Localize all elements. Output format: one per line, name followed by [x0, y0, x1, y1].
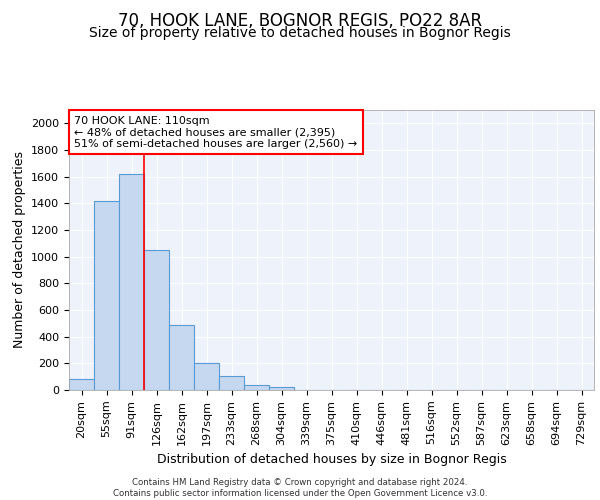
Bar	[194, 364, 219, 390]
Bar	[69, 380, 94, 390]
Bar	[244, 386, 269, 390]
Bar	[219, 376, 244, 390]
Y-axis label: Number of detached properties: Number of detached properties	[13, 152, 26, 348]
Text: Size of property relative to detached houses in Bognor Regis: Size of property relative to detached ho…	[89, 26, 511, 40]
Bar	[94, 200, 119, 390]
Text: 70 HOOK LANE: 110sqm
← 48% of detached houses are smaller (2,395)
51% of semi-de: 70 HOOK LANE: 110sqm ← 48% of detached h…	[74, 116, 358, 149]
Bar	[269, 388, 294, 390]
Bar	[169, 324, 194, 390]
X-axis label: Distribution of detached houses by size in Bognor Regis: Distribution of detached houses by size …	[157, 453, 506, 466]
Text: Contains HM Land Registry data © Crown copyright and database right 2024.
Contai: Contains HM Land Registry data © Crown c…	[113, 478, 487, 498]
Text: 70, HOOK LANE, BOGNOR REGIS, PO22 8AR: 70, HOOK LANE, BOGNOR REGIS, PO22 8AR	[118, 12, 482, 30]
Bar	[119, 174, 144, 390]
Bar	[144, 250, 169, 390]
